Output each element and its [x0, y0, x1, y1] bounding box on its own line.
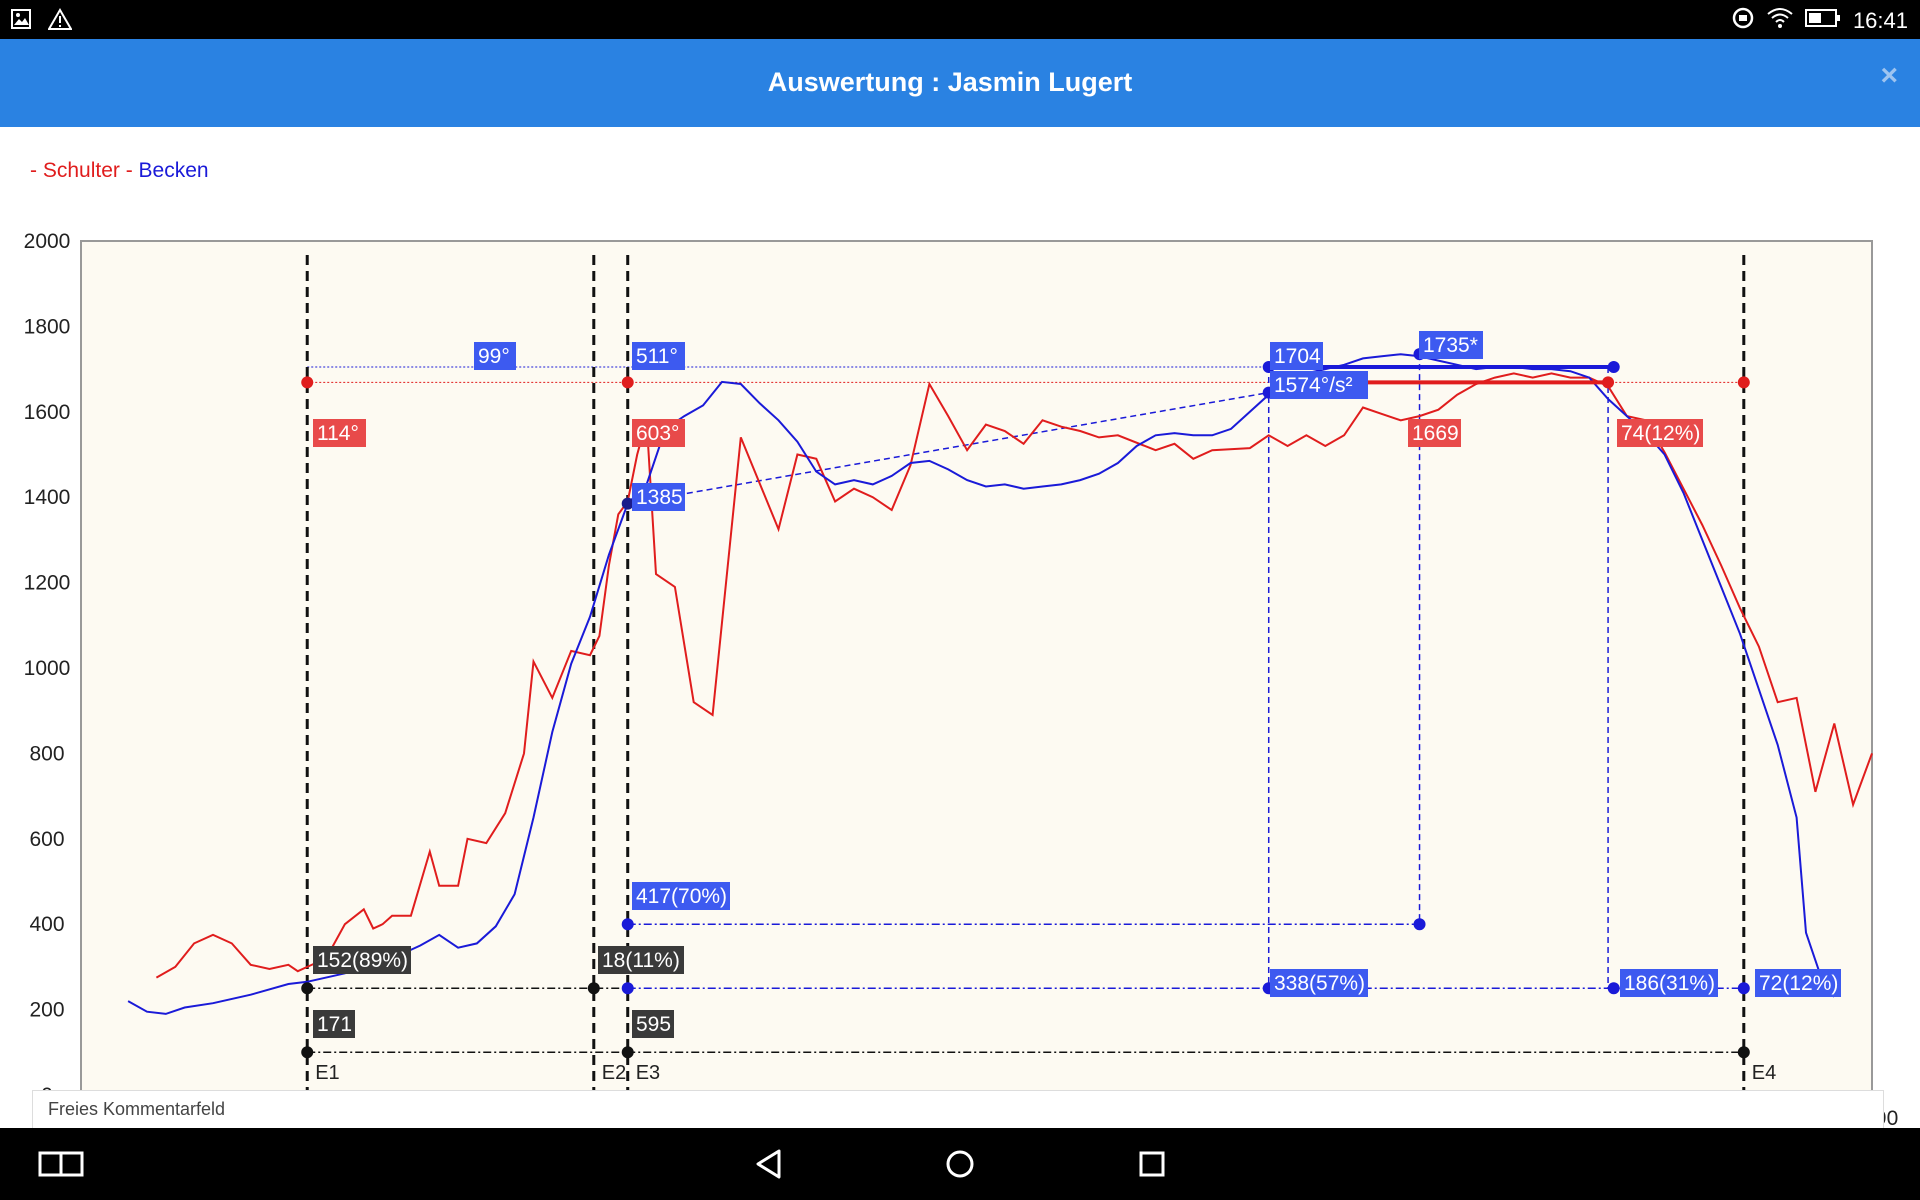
comment-field[interactable]: Freies Kommentarfeld	[32, 1090, 1884, 1129]
blue-segment-2-label: 186(31%)	[1624, 972, 1715, 995]
y-tick-label: 1200	[24, 572, 71, 595]
blue-marker	[622, 982, 634, 994]
chart-legend: - Schulter - Becken	[30, 159, 209, 183]
angular-velocity-chart: 36.9537.0037.0537.1037.1537.2037.2537.30…	[0, 189, 1920, 1129]
battery-icon	[1805, 8, 1841, 33]
blue-peak-b-label: 1735*	[1423, 334, 1478, 357]
red-peak-label: 1669	[1412, 422, 1459, 445]
black-marker	[622, 1046, 634, 1058]
blue-accel-label: 1574°/s²	[1274, 374, 1352, 397]
event-label: E1	[315, 1062, 339, 1084]
event-label: E2	[602, 1062, 626, 1084]
blue-marker	[622, 918, 634, 930]
y-tick-label: 800	[29, 742, 64, 765]
image-icon	[10, 8, 32, 35]
y-tick-label: 400	[29, 913, 64, 936]
back-icon[interactable]	[754, 1148, 784, 1185]
blue-marker	[1414, 918, 1426, 930]
blue-angle-left-label: 99°	[478, 345, 510, 368]
y-tick-label: 200	[29, 999, 64, 1022]
blue-peak-a-label: 1704	[1274, 345, 1321, 368]
red-marker	[622, 376, 634, 388]
event-label: E4	[1752, 1062, 1776, 1084]
clock: 16:41	[1853, 8, 1908, 34]
blue-marker	[1608, 361, 1620, 373]
y-tick-label: 600	[29, 828, 64, 851]
red-marker	[1738, 376, 1750, 388]
red-tail-label: 74(12%)	[1621, 422, 1700, 445]
data-saver-icon	[1731, 6, 1755, 35]
evaluation-dialog: Auswertung : Jasmin Lugert × - Schulter …	[0, 39, 1920, 1128]
legend-prefix-becken: -	[120, 159, 139, 182]
y-tick-label: 2000	[24, 230, 71, 253]
blue-segment-3-label: 72(12%)	[1759, 972, 1838, 995]
legend-prefix-schulter: -	[30, 159, 43, 182]
red-marker	[1602, 376, 1614, 388]
wifi-icon	[1767, 7, 1793, 34]
black-marker	[588, 982, 600, 994]
event-label: E3	[636, 1062, 660, 1084]
y-tick-label: 1000	[24, 657, 71, 680]
close-button[interactable]: ×	[1880, 59, 1898, 93]
red-angle-left-label: 114°	[317, 422, 359, 445]
dialog-header: Auswertung : Jasmin Lugert ×	[0, 39, 1920, 127]
y-tick-label: 1800	[24, 315, 71, 338]
blue-marker	[1608, 982, 1620, 994]
black-right-label: 595	[636, 1013, 671, 1036]
blue-marker	[622, 498, 634, 510]
black-left-label: 171	[317, 1013, 352, 1036]
red-marker	[301, 376, 313, 388]
warning-icon	[48, 8, 72, 35]
black-marker	[1738, 1046, 1750, 1058]
black-marker	[301, 1046, 313, 1058]
status-bar: 16:41	[0, 0, 1920, 39]
home-icon[interactable]	[945, 1149, 975, 1184]
y-tick-label: 1400	[24, 486, 71, 509]
segment-e2-e3-label: 18(11%)	[602, 949, 680, 972]
y-tick-label: 1600	[24, 401, 71, 424]
legend-item-becken: Becken	[139, 159, 209, 182]
black-marker	[301, 982, 313, 994]
legend-item-schulter: Schulter	[43, 159, 120, 182]
multi-window-icon[interactable]	[38, 1150, 84, 1183]
blue-marker	[1738, 982, 1750, 994]
blue-angle-right-label: 511°	[636, 345, 678, 368]
blue-segment-1-label: 338(57%)	[1274, 972, 1365, 995]
blue-range-label: 417(70%)	[636, 885, 727, 908]
segment-e1-e2-label: 152(89%)	[317, 949, 408, 972]
recents-icon[interactable]	[1139, 1151, 1165, 1182]
red-angle-right-label: 603°	[636, 422, 679, 445]
navigation-bar	[0, 1128, 1920, 1200]
comment-placeholder: Freies Kommentarfeld	[48, 1099, 225, 1120]
dialog-title: Auswertung : Jasmin Lugert	[0, 39, 1900, 127]
blue-value-e3-label: 1385	[636, 486, 683, 509]
